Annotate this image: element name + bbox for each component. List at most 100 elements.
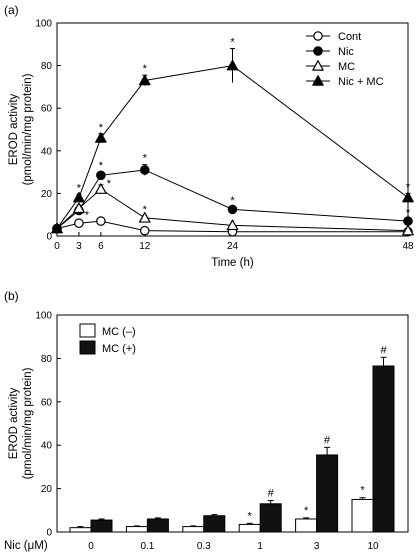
panel-a-label: (a) [4,3,19,17]
significance-mark: * [99,160,104,172]
legend-marker [312,60,324,71]
significance-mark: * [107,178,112,190]
legend-label: MC [338,61,355,73]
y-tick-label: 20 [41,189,53,200]
y-tick-label: 20 [41,484,53,495]
significance-mark: * [406,181,411,193]
category-label: 3 [314,541,320,552]
y-tick-label: 40 [41,441,53,452]
legend-swatch [79,323,96,338]
y-tick-label: 80 [41,61,53,72]
category-label: 0.3 [197,541,211,552]
data-point [226,59,239,71]
y-axis-label-unit: (pmol/min/mg protein) [22,367,34,479]
significance-mark: * [143,153,148,165]
data-point [74,218,84,229]
data-point [402,224,414,236]
significance-mark: * [230,195,235,207]
significance-mark: * [77,182,82,194]
y-tick-label: 40 [41,146,53,157]
significance-mark: * [360,485,365,497]
bar [316,454,339,533]
bar [182,526,205,533]
x-tick-label: 6 [98,241,104,252]
data-point [96,170,106,181]
x-tick-label: 0 [54,241,60,252]
x-tick-label: 24 [227,241,239,252]
data-point [138,74,151,86]
data-point [139,165,150,175]
bar [146,518,169,533]
data-point [402,191,414,203]
y-tick-label: 60 [41,397,53,408]
significance-mark: # [268,488,275,500]
y-tick-label: 80 [41,354,53,365]
bar [90,519,113,533]
legend-label: Cont [338,31,361,43]
y-tick-label: 100 [35,311,52,322]
series-mc-plus: # # # [90,344,395,533]
bar [69,527,92,533]
data-point [73,202,85,214]
bar [238,523,261,533]
significance-mark: # [324,434,331,446]
panel-b-label: (b) [4,289,19,303]
category-label: 0 [88,541,94,552]
data-point [138,212,151,223]
legend-label: Nic [338,46,354,58]
bar [372,365,395,533]
legend-marker [313,46,323,56]
legend-label: MC (–) [102,326,136,338]
series-line [56,65,409,229]
bar [125,526,148,533]
bar [351,498,374,533]
legend: MC (–) MC (+) [79,323,136,355]
data-point [96,216,106,226]
y-axis-label-unit: (pmol/min/mg protein) [22,73,34,185]
significance-mark: * [304,505,309,517]
y-tick-label: 0 [46,232,52,243]
data-point [226,219,239,231]
legend-label: MC (+) [102,343,136,355]
significance-mark: * [99,122,104,134]
data-point [139,225,150,236]
y-tick-label: 60 [41,104,53,115]
panel-a-line-chart: (a) 0 20 40 60 80 100 0 3 6 12 24 48 Time (h) EROD act… [4,3,414,269]
x-tick-label: 48 [402,241,414,252]
legend: Cont Nic MC Nic + MC [306,31,384,88]
data-point [95,183,107,194]
data-point [95,132,107,143]
category-label: 10 [367,541,379,552]
bar [295,518,318,533]
bar [259,503,282,533]
series-nic-mc: ***** [51,37,414,234]
row-label: Nic (μM) [4,540,48,552]
y-axis-label: EROD activity [8,387,20,459]
significance-mark: * [230,37,235,49]
data-point [51,222,63,234]
x-tick-label: 12 [139,241,151,252]
category-label: 0.1 [140,541,154,552]
legend-marker [312,75,324,86]
significance-mark: * [143,63,148,75]
legend-swatch [79,340,96,355]
significance-mark: * [248,510,253,522]
legend-label: Nic + MC [338,76,384,88]
significance-mark: * [143,204,148,216]
bar [203,515,226,533]
significance-mark: # [380,344,387,356]
y-tick-label: 0 [46,528,52,539]
significance-mark: * [85,209,90,221]
y-tick-label: 100 [35,19,52,30]
data-point [73,191,85,203]
legend-marker [313,31,323,41]
significance-mark: * [406,207,411,219]
y-axis-label: EROD activity [8,93,20,165]
category-label: 1 [257,541,263,552]
x-tick-label: 3 [76,241,82,252]
data-point [227,204,238,215]
plot-frame [56,314,409,533]
x-axis-label: Time (h) [211,257,254,269]
